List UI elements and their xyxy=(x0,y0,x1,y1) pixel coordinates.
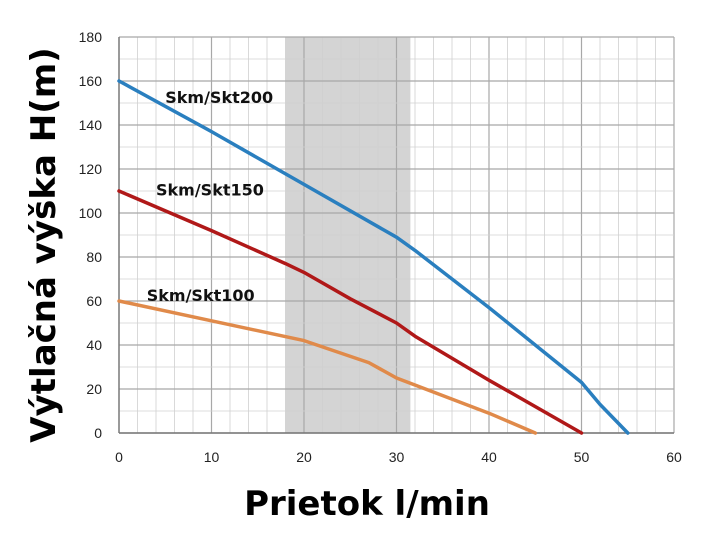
x-tick-label: 20 xyxy=(296,449,312,465)
y-tick-label: 0 xyxy=(94,425,102,441)
x-tick-label: 50 xyxy=(574,449,590,465)
y-axis-title: Výtlačná výška H(m) xyxy=(24,47,64,442)
y-tick-label: 80 xyxy=(86,249,102,265)
y-tick-label: 180 xyxy=(79,29,103,45)
y-tick-label: 60 xyxy=(86,293,102,309)
y-tick-label: 160 xyxy=(79,73,103,89)
y-tick-label: 20 xyxy=(86,381,102,397)
y-tick-label: 120 xyxy=(79,161,103,177)
y-tick-label: 100 xyxy=(79,205,103,221)
series-line xyxy=(117,299,538,435)
x-tick-label: 30 xyxy=(389,449,405,465)
series-layer xyxy=(117,79,630,435)
x-tick-label: 0 xyxy=(115,449,123,465)
series-label-layer: Skm/Skt200 Skm/Skt150 Skm/Skt100 xyxy=(147,88,273,305)
y-tick-label: 140 xyxy=(79,117,103,133)
series-line xyxy=(117,189,584,435)
x-tick-label: 60 xyxy=(666,449,682,465)
y-tick-label: 40 xyxy=(86,337,102,353)
series-label: Skm/Skt200 xyxy=(165,88,273,107)
x-tick-label: 40 xyxy=(481,449,497,465)
x-axis-title: Prietok l/min xyxy=(244,484,490,524)
series-label: Skm/Skt150 xyxy=(156,180,264,199)
series-line xyxy=(117,79,630,435)
series-label: Skm/Skt100 xyxy=(147,286,255,305)
x-tick-label: 10 xyxy=(204,449,220,465)
tick-label-layer: 0 10 20 30 40 50 60 0 20 40 60 80 100 120 140 160 180 xyxy=(79,29,682,465)
